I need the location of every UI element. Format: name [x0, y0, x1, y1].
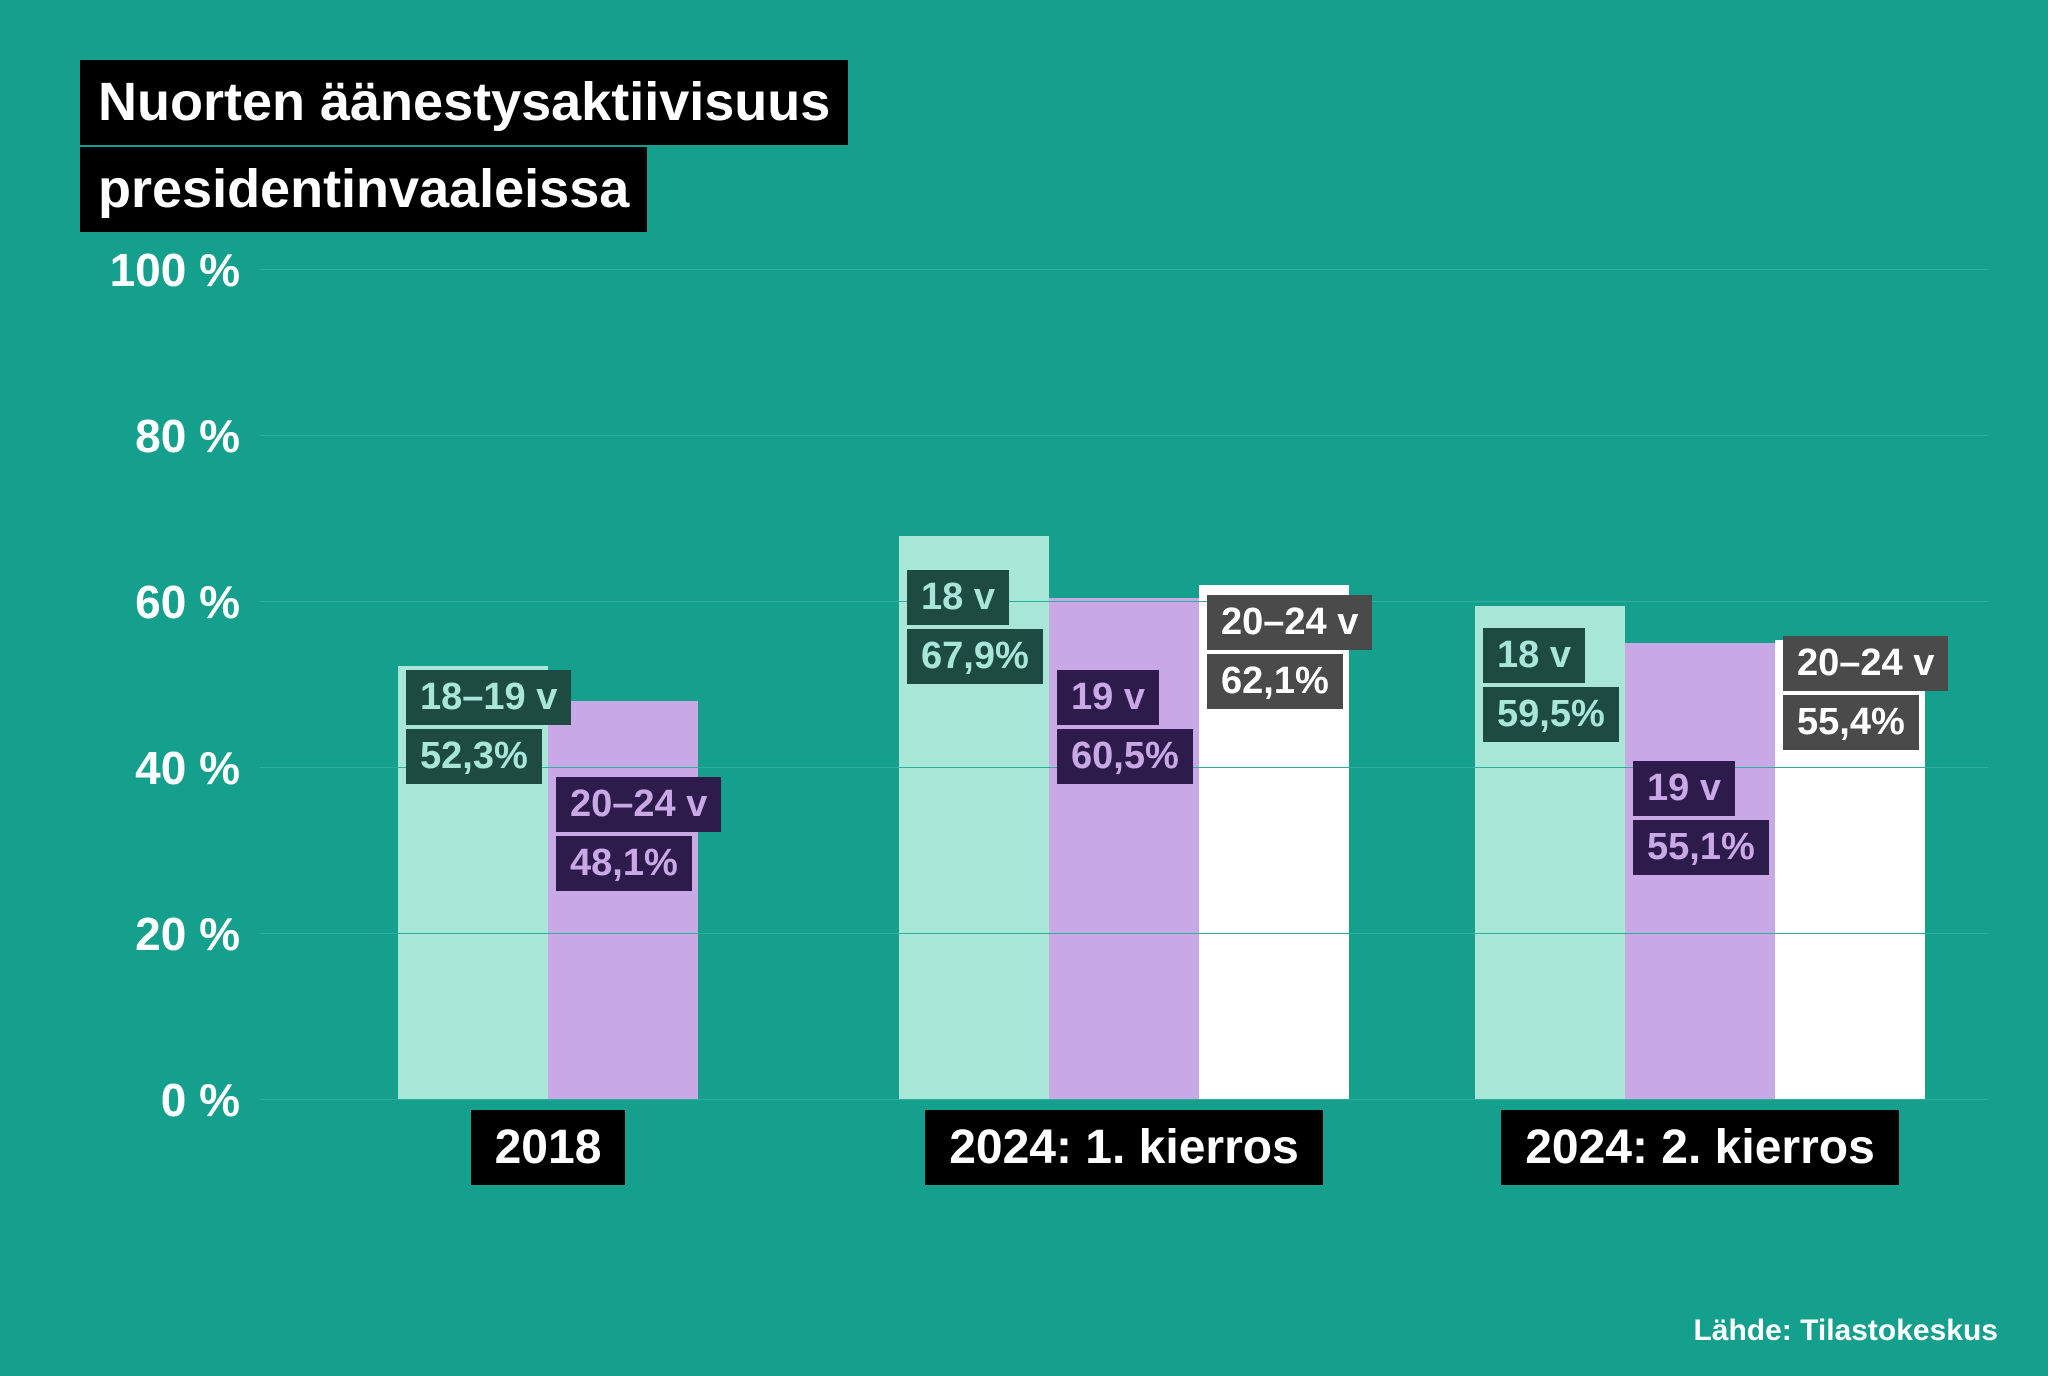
gridline [260, 601, 1988, 602]
bars: 18 v67,9%19 v60,5%20–24 v62,1% [899, 270, 1349, 1100]
bar-group: 18–19 v52,3%20–24 v48,1% [260, 270, 836, 1100]
bar-value-label: 19 v55,1% [1633, 761, 1769, 875]
bar-group: 18 v59,5%19 v55,1%20–24 v55,4% [1412, 270, 1988, 1100]
bars: 18–19 v52,3%20–24 v48,1% [398, 270, 698, 1100]
y-tick-label: 100 % [110, 243, 240, 297]
bar-wrap: 18–19 v52,3% [398, 270, 548, 1100]
y-tick-label: 20 % [135, 907, 240, 961]
group-label: 2018 [471, 1110, 626, 1185]
bar-wrap: 18 v67,9% [899, 270, 1049, 1100]
x-axis-labels: 2018 2024: 1. kierros 2024: 2. kierros [260, 1110, 1988, 1200]
bar-wrap: 20–24 v55,4% [1775, 270, 1925, 1100]
bar-wrap: 18 v59,5% [1475, 270, 1625, 1100]
bars: 18 v59,5%19 v55,1%20–24 v55,4% [1475, 270, 1925, 1100]
value-tag: 48,1% [556, 836, 692, 891]
group-label-slot: 2024: 2. kierros [1412, 1110, 1988, 1200]
gridline [260, 933, 1988, 934]
y-tick-label: 80 % [135, 409, 240, 463]
bar-value-label: 20–24 v48,1% [556, 777, 721, 891]
bar-group: 18 v67,9%19 v60,5%20–24 v62,1% [836, 270, 1412, 1100]
value-tag: 55,4% [1783, 695, 1919, 750]
age-tag: 20–24 v [1207, 595, 1372, 650]
source-label: Lähde: Tilastokeskus [1693, 1314, 1998, 1348]
value-tag: 60,5% [1057, 729, 1193, 784]
value-tag: 59,5% [1483, 687, 1619, 742]
age-tag: 18 v [1483, 628, 1585, 683]
title-line-2: presidentinvaaleissa [80, 147, 647, 232]
value-tag: 62,1% [1207, 654, 1343, 709]
plot-area: 18–19 v52,3%20–24 v48,1%18 v67,9%19 v60,… [260, 270, 1988, 1100]
bar-groups: 18–19 v52,3%20–24 v48,1%18 v67,9%19 v60,… [260, 270, 1988, 1100]
chart-title: Nuorten äänestysaktiivisuus presidentinv… [80, 60, 848, 234]
value-tag: 55,1% [1633, 820, 1769, 875]
group-label: 2024: 2. kierros [1501, 1110, 1899, 1185]
y-tick-label: 40 % [135, 741, 240, 795]
value-tag: 67,9% [907, 629, 1043, 684]
gridline [260, 269, 1988, 270]
y-tick-label: 0 % [161, 1073, 240, 1127]
group-label: 2024: 1. kierros [925, 1110, 1323, 1185]
age-tag: 20–24 v [556, 777, 721, 832]
y-axis: 0 %20 %40 %60 %80 %100 % [80, 270, 250, 1100]
value-tag: 52,3% [406, 729, 542, 784]
group-label-slot: 2018 [260, 1110, 836, 1200]
group-label-slot: 2024: 1. kierros [836, 1110, 1412, 1200]
age-tag: 19 v [1057, 670, 1159, 725]
bar-wrap: 20–24 v62,1% [1199, 270, 1349, 1100]
title-line-1: Nuorten äänestysaktiivisuus [80, 60, 848, 145]
bar-wrap: 19 v55,1% [1625, 270, 1775, 1100]
bar-wrap: 19 v60,5% [1049, 270, 1199, 1100]
bar-value-label: 20–24 v62,1% [1207, 595, 1372, 709]
bar-value-label: 18 v59,5% [1483, 628, 1619, 742]
age-tag: 19 v [1633, 761, 1735, 816]
bar-value-label: 20–24 v55,4% [1783, 636, 1948, 750]
age-tag: 20–24 v [1783, 636, 1948, 691]
age-tag: 18 v [907, 570, 1009, 625]
gridline [260, 435, 1988, 436]
y-tick-label: 60 % [135, 575, 240, 629]
gridline [260, 1099, 1988, 1100]
bar-chart: 0 %20 %40 %60 %80 %100 % 18–19 v52,3%20–… [80, 270, 1988, 1210]
chart-canvas: Nuorten äänestysaktiivisuus presidentinv… [0, 0, 2048, 1376]
bar-value-label: 18–19 v52,3% [406, 670, 571, 784]
bar-value-label: 18 v67,9% [907, 570, 1043, 684]
age-tag: 18–19 v [406, 670, 571, 725]
bar-value-label: 19 v60,5% [1057, 670, 1193, 784]
